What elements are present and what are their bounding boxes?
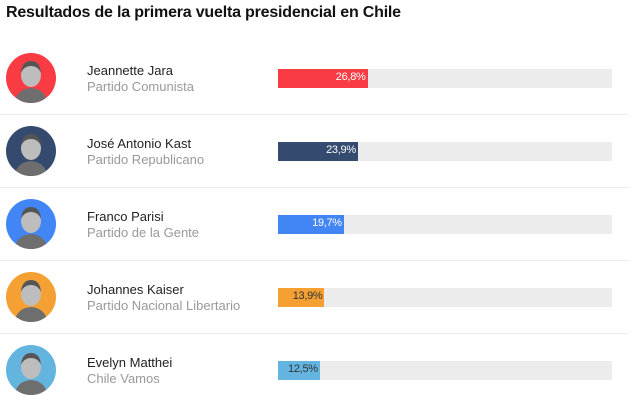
bar-value-label: 12,5% bbox=[288, 363, 318, 375]
bar-value-label: 26,8% bbox=[335, 71, 366, 83]
candidate-list: Jeannette Jara Partido Comunista 26,8% José… bbox=[0, 42, 628, 406]
candidate-row: Jeannette Jara Partido Comunista 26,8% bbox=[0, 42, 628, 115]
candidate-row: José Antonio Kast Partido Republicano 23,9… bbox=[0, 115, 628, 188]
bar: 23,9% bbox=[278, 142, 358, 161]
bar-value-label: 13,9% bbox=[292, 290, 323, 302]
candidate-party: Partido Nacional Libertario bbox=[87, 298, 241, 313]
candidate-row: Franco Parisi Partido de la Gente 19,7% bbox=[0, 188, 628, 261]
candidate-name: Jeannette Jara bbox=[87, 63, 174, 78]
chart-title: Resultados de la primera vuelta presiden… bbox=[6, 4, 401, 21]
candidate-name: Franco Parisi bbox=[87, 209, 164, 224]
candidate-avatar bbox=[6, 272, 56, 322]
candidate-party: Partido de la Gente bbox=[87, 225, 200, 240]
bar-track: 13,9% bbox=[278, 288, 612, 307]
candidate-avatar bbox=[6, 345, 56, 395]
bar: 13,9% bbox=[278, 288, 325, 307]
bar-track: 26,8% bbox=[278, 69, 612, 88]
candidate-name: José Antonio Kast bbox=[87, 136, 192, 151]
candidate-name: Johannes Kaiser bbox=[87, 282, 184, 297]
candidate-row: Johannes Kaiser Partido Nacional Libertar… bbox=[0, 261, 628, 334]
bar-track: 19,7% bbox=[278, 215, 612, 234]
candidate-name: Evelyn Matthei bbox=[87, 355, 173, 370]
candidate-party: Partido Comunista bbox=[87, 79, 194, 94]
bar-track: 12,5% bbox=[278, 361, 612, 380]
bar: 12,5% bbox=[278, 361, 320, 380]
bar: 19,7% bbox=[278, 215, 344, 234]
bar: 26,8% bbox=[278, 69, 368, 88]
candidate-avatar bbox=[6, 199, 56, 249]
candidate-row: Evelyn Matthei Chile Vamos 12,5% bbox=[0, 334, 628, 406]
bar-value-label: 23,9% bbox=[326, 144, 356, 156]
bar-track: 23,9% bbox=[278, 142, 612, 161]
candidate-party: Partido Republicano bbox=[87, 152, 205, 167]
candidate-avatar bbox=[6, 126, 56, 176]
candidate-party: Chile Vamos bbox=[87, 371, 160, 386]
bar-value-label: 19,7% bbox=[312, 217, 342, 229]
candidate-avatar bbox=[6, 53, 56, 103]
